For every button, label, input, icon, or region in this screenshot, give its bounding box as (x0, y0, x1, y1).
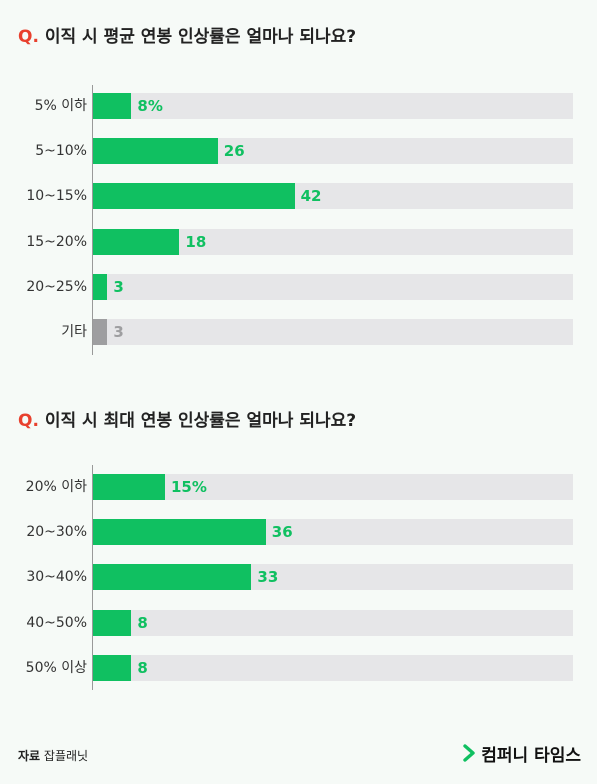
category-label: 40~50% (26, 615, 87, 631)
chart-1-title: Q. 이직 시 평균 연봉 인상률은 얼마나 되나요? (18, 22, 356, 47)
bar-row: 20% 이하 15% (0, 474, 597, 500)
brand-logo-text: 컴퍼니 타임스 (481, 745, 581, 766)
value-label: 33 (257, 568, 279, 586)
value-label: 3 (113, 278, 124, 296)
category-label: 5% 이하 (34, 98, 87, 114)
value-label: 36 (271, 523, 293, 541)
category-label: 20~30% (26, 524, 87, 540)
category-label: 5~10% (35, 143, 87, 159)
source-name: 잡플래닛 (43, 749, 89, 763)
category-label: 20~25% (26, 279, 87, 295)
source-label: 자료 (18, 749, 41, 763)
bar-track (93, 655, 573, 681)
question-mark-icon: Q. (18, 27, 39, 47)
bar-row: 5% 이하 8% (0, 93, 597, 119)
bar-track (93, 319, 573, 345)
bar (93, 183, 295, 209)
bar-track (93, 274, 573, 300)
y-axis-line (92, 85, 93, 355)
bar (93, 274, 108, 300)
category-label: 10~15% (26, 188, 87, 204)
bar-row: 5~10% 26 (0, 138, 597, 164)
bar-track (93, 93, 573, 119)
value-label: 8 (137, 614, 148, 632)
value-label: 15% (171, 478, 207, 496)
category-label: 30~40% (26, 569, 87, 585)
category-label: 15~20% (26, 234, 87, 250)
bar (93, 564, 252, 590)
bar-row: 15~20% 18 (0, 229, 597, 255)
bar (93, 474, 165, 500)
value-label: 3 (113, 323, 124, 341)
bar (93, 655, 132, 681)
bar (93, 519, 266, 545)
bar (93, 229, 180, 255)
bar-row: 10~15% 42 (0, 183, 597, 209)
y-axis-line (92, 465, 93, 690)
bar-track (93, 610, 573, 636)
bar (93, 319, 108, 345)
chart-1-title-text: 이직 시 평균 연봉 인상률은 얼마나 되나요? (44, 27, 357, 47)
bar-row: 기타 3 (0, 319, 597, 345)
category-label: 기타 (61, 324, 87, 340)
chart-2-title: Q. 이직 시 최대 연봉 인상률은 얼마나 되나요? (18, 406, 356, 431)
bar (93, 610, 132, 636)
category-label: 20% 이하 (25, 479, 87, 495)
value-label: 8% (137, 97, 163, 115)
value-label: 26 (223, 142, 245, 160)
bar-row: 20~30% 36 (0, 519, 597, 545)
source-note: 자료 잡플래닛 (18, 747, 88, 764)
bar-row: 30~40% 33 (0, 564, 597, 590)
bar (93, 93, 132, 119)
category-label: 50% 이상 (25, 660, 87, 676)
chart-2-title-text: 이직 시 최대 연봉 인상률은 얼마나 되나요? (44, 411, 357, 431)
bar-row: 50% 이상 8 (0, 655, 597, 681)
bar-track (93, 474, 573, 500)
chevron-right-icon (463, 744, 475, 762)
brand-logo: 컴퍼니 타임스 (463, 740, 581, 766)
question-mark-icon: Q. (18, 411, 39, 431)
bar-row: 40~50% 8 (0, 610, 597, 636)
value-label: 18 (185, 233, 207, 251)
value-label: 42 (300, 187, 322, 205)
bar-row: 20~25% 3 (0, 274, 597, 300)
value-label: 8 (137, 659, 148, 677)
bar (93, 138, 218, 164)
